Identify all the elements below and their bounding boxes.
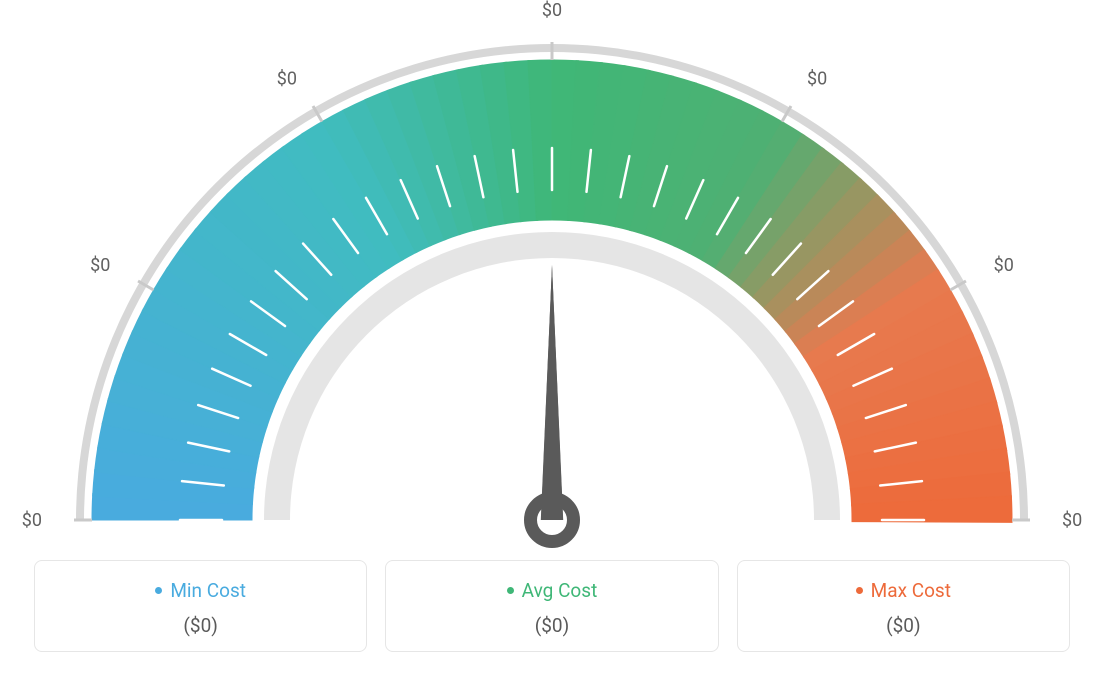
gauge-tick-label: $0 — [807, 68, 827, 89]
legend-title-max: Max Cost — [856, 579, 951, 602]
gauge-tick-label: $0 — [542, 0, 562, 21]
legend-value-max: ($0) — [756, 614, 1051, 637]
legend-title-avg: Avg Cost — [507, 579, 598, 602]
legend-dot-min — [155, 587, 162, 594]
legend-dot-avg — [507, 587, 514, 594]
legend-value-avg: ($0) — [404, 614, 699, 637]
gauge-tick-label: $0 — [277, 68, 297, 89]
legend-label-min: Min Cost — [170, 579, 246, 602]
gauge-tick-label: $0 — [1062, 510, 1082, 531]
legend-row: Min Cost ($0) Avg Cost ($0) Max Cost ($0… — [0, 560, 1104, 652]
gauge-tick-label: $0 — [22, 510, 42, 531]
legend-dot-max — [856, 587, 863, 594]
gauge-chart: $0 $0 $0 $0 $0 $0 $0 — [0, 0, 1104, 560]
legend-card-min: Min Cost ($0) — [34, 560, 367, 652]
legend-label-max: Max Cost — [871, 579, 951, 602]
legend-label-avg: Avg Cost — [522, 579, 598, 602]
legend-card-avg: Avg Cost ($0) — [385, 560, 718, 652]
legend-title-min: Min Cost — [155, 579, 246, 602]
gauge-needle-body — [541, 265, 563, 520]
gauge-tick-label: $0 — [994, 255, 1014, 276]
legend-value-min: ($0) — [53, 614, 348, 637]
gauge-svg: $0 $0 $0 $0 $0 $0 $0 — [0, 0, 1104, 560]
legend-card-max: Max Cost ($0) — [737, 560, 1070, 652]
gauge-tick-label: $0 — [90, 255, 110, 276]
